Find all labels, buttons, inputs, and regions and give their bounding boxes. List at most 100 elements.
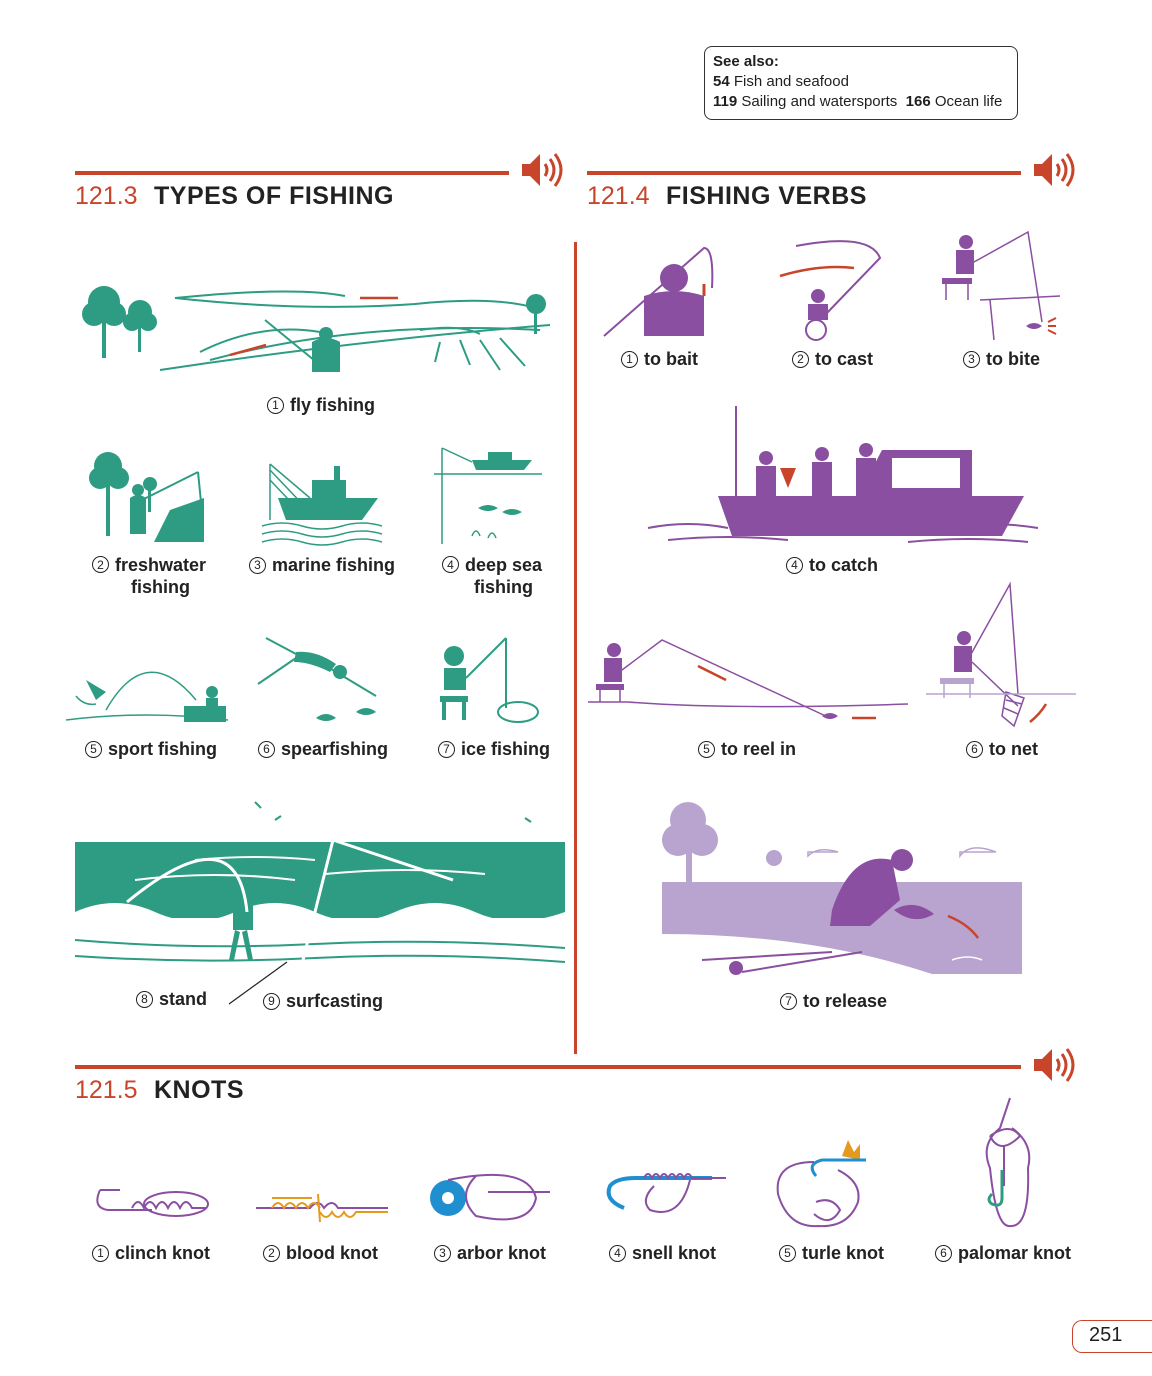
surfcasting-illustration <box>74 801 566 1005</box>
freshwater-fishing-illustration <box>89 452 204 542</box>
item-label: to reel in <box>721 739 797 759</box>
item-label: ice fishing <box>461 739 551 759</box>
item-number: 7 <box>780 992 797 1010</box>
label-surfcasting: 9 surfcasting <box>263 990 383 1012</box>
label-to-cast: 2 to cast <box>792 348 873 370</box>
label-stand: 8 stand <box>136 988 207 1010</box>
label-to-release: 7 to release <box>780 990 887 1012</box>
spearfishing-illustration <box>257 637 377 721</box>
item-label: to cast <box>815 349 874 369</box>
item-number: 5 <box>698 740 715 758</box>
section-title: KNOTS <box>154 1076 244 1104</box>
item-number: 1 <box>621 350 638 368</box>
palomar-knot-illustration <box>985 1097 1031 1228</box>
item-label: palomar knot <box>958 1243 1072 1263</box>
item-label: to catch <box>809 555 879 575</box>
item-label: to bite <box>986 349 1040 369</box>
label-to-bite: 3 to bite <box>963 348 1040 370</box>
item-number: 2 <box>263 1244 280 1262</box>
label-marine-fishing: 3 marine fishing <box>249 554 395 576</box>
item-label-line2: fishing <box>474 577 534 597</box>
see-also-ref-text: Ocean life <box>934 93 1003 110</box>
item-number: 5 <box>85 740 102 758</box>
to-net-illustration <box>926 581 1076 728</box>
item-label: snell knot <box>632 1243 717 1263</box>
blood-knot-illustration <box>256 1193 388 1223</box>
column-divider <box>574 242 577 1054</box>
section-title: FISHING VERBS <box>666 182 867 210</box>
item-number: 4 <box>786 556 803 574</box>
item-label: to bait <box>644 349 698 369</box>
item-label: clinch knot <box>115 1243 211 1263</box>
item-number: 9 <box>263 992 280 1010</box>
item-label: fly fishing <box>290 395 375 415</box>
item-number: 3 <box>434 1244 451 1262</box>
item-label: marine fishing <box>272 555 396 575</box>
item-number: 2 <box>92 556 109 573</box>
see-also-ref-num: 166 <box>905 93 931 110</box>
item-label: blood knot <box>286 1243 378 1263</box>
arbor-knot-illustration <box>430 1173 550 1221</box>
item-label: to net <box>989 739 1038 759</box>
snell-knot-illustration <box>606 1173 726 1213</box>
label-clinch-knot: 1 clinch knot <box>92 1242 210 1264</box>
section-number: 121.3 <box>75 182 138 210</box>
deep-sea-fishing-illustration <box>434 447 542 544</box>
see-also-box: See also: 54 Fish and seafood 119 Sailin… <box>704 46 1018 120</box>
item-label-line2: fishing <box>131 577 191 597</box>
label-freshwater-fishing: 2 freshwater fishing <box>92 554 206 598</box>
see-also-ref-text: Sailing and watersports <box>741 93 898 110</box>
clinch-knot-illustration <box>96 1189 209 1217</box>
to-bite-illustration <box>942 230 1061 341</box>
item-label: to release <box>803 991 888 1011</box>
to-release-illustration <box>662 802 1022 975</box>
item-number: 4 <box>442 556 459 573</box>
section-rule <box>75 1065 1021 1069</box>
item-label: deep sea <box>465 555 543 575</box>
see-also-ref-text: Fish and seafood <box>733 73 849 90</box>
section-number: 121.4 <box>587 182 650 210</box>
to-bait-illustration <box>603 246 714 337</box>
item-number: 6 <box>966 740 983 758</box>
speaker-icon[interactable] <box>1032 1045 1078 1085</box>
label-fly-fishing: 1 fly fishing <box>267 394 375 416</box>
section-number: 121.5 <box>75 1076 138 1104</box>
item-number: 1 <box>267 396 284 414</box>
section-rule <box>75 171 509 175</box>
label-ice-fishing: 7 ice fishing <box>438 738 550 760</box>
item-number: 6 <box>935 1244 952 1262</box>
label-arbor-knot: 3 arbor knot <box>434 1242 546 1264</box>
item-number: 3 <box>249 556 266 574</box>
marine-fishing-illustration <box>261 463 383 546</box>
to-reel-in-illustration <box>588 639 909 720</box>
item-number: 6 <box>258 740 275 758</box>
label-to-net: 6 to net <box>966 738 1038 760</box>
item-number: 8 <box>136 990 153 1008</box>
to-catch-illustration <box>647 406 1039 543</box>
item-number: 5 <box>779 1244 796 1262</box>
label-palomar-knot: 6 palomar knot <box>935 1242 1071 1264</box>
see-also-ref-num: 119 <box>713 93 738 110</box>
label-deep-sea-fishing: 4 deep sea fishing <box>442 554 542 598</box>
item-number: 3 <box>963 350 980 368</box>
turle-knot-illustration <box>776 1140 866 1228</box>
item-label: stand <box>159 989 208 1009</box>
label-snell-knot: 4 snell knot <box>609 1242 716 1264</box>
to-cast-illustration <box>779 240 882 341</box>
speaker-icon[interactable] <box>520 150 566 190</box>
speaker-icon[interactable] <box>1032 150 1078 190</box>
item-number: 7 <box>438 740 455 758</box>
section-rule <box>587 171 1021 175</box>
fly-fishing-illustration <box>82 286 551 372</box>
label-blood-knot: 2 blood knot <box>263 1242 378 1264</box>
see-also-line-1[interactable]: 54 Fish and seafood <box>713 72 1009 92</box>
see-also-ref-num: 54 <box>713 73 730 90</box>
item-label: spearfishing <box>281 739 389 759</box>
label-to-bait: 1 to bait <box>621 348 698 370</box>
item-number: 2 <box>792 350 809 368</box>
see-also-line-2[interactable]: 119 Sailing and watersports 166 Ocean li… <box>713 92 1009 112</box>
label-to-reel-in: 5 to reel in <box>698 738 796 760</box>
label-to-catch: 4 to catch <box>786 554 878 576</box>
ice-fishing-illustration <box>440 637 539 723</box>
sport-fishing-illustration <box>65 671 229 722</box>
